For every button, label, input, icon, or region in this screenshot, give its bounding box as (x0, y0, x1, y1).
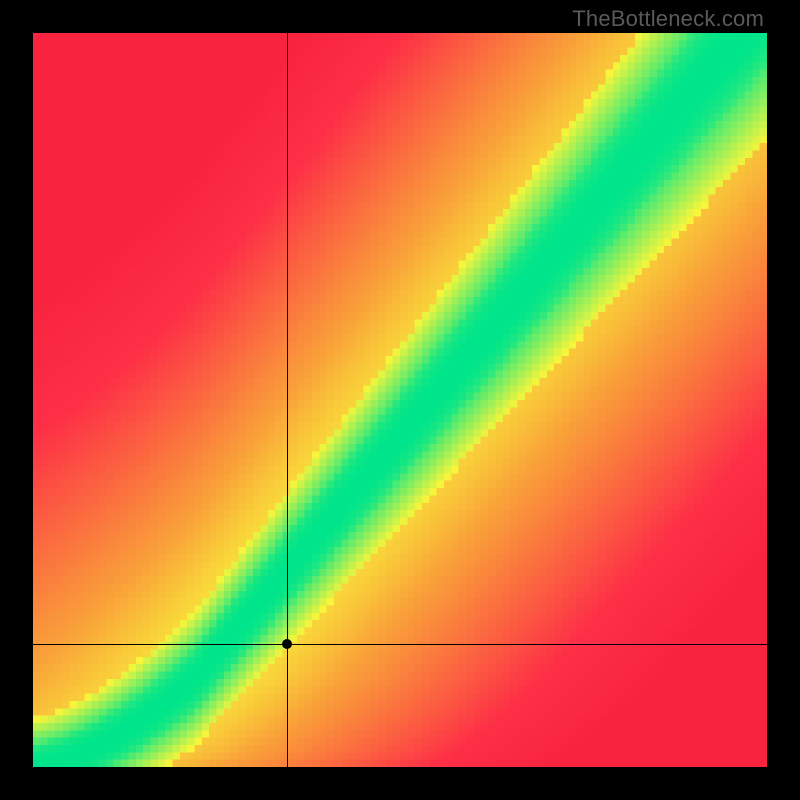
crosshair-horizontal (33, 644, 767, 645)
watermark-text: TheBottleneck.com (572, 6, 764, 32)
heatmap-canvas (33, 33, 767, 767)
data-point-marker (282, 639, 292, 649)
crosshair-vertical (287, 33, 288, 767)
heatmap-plot (33, 33, 767, 767)
